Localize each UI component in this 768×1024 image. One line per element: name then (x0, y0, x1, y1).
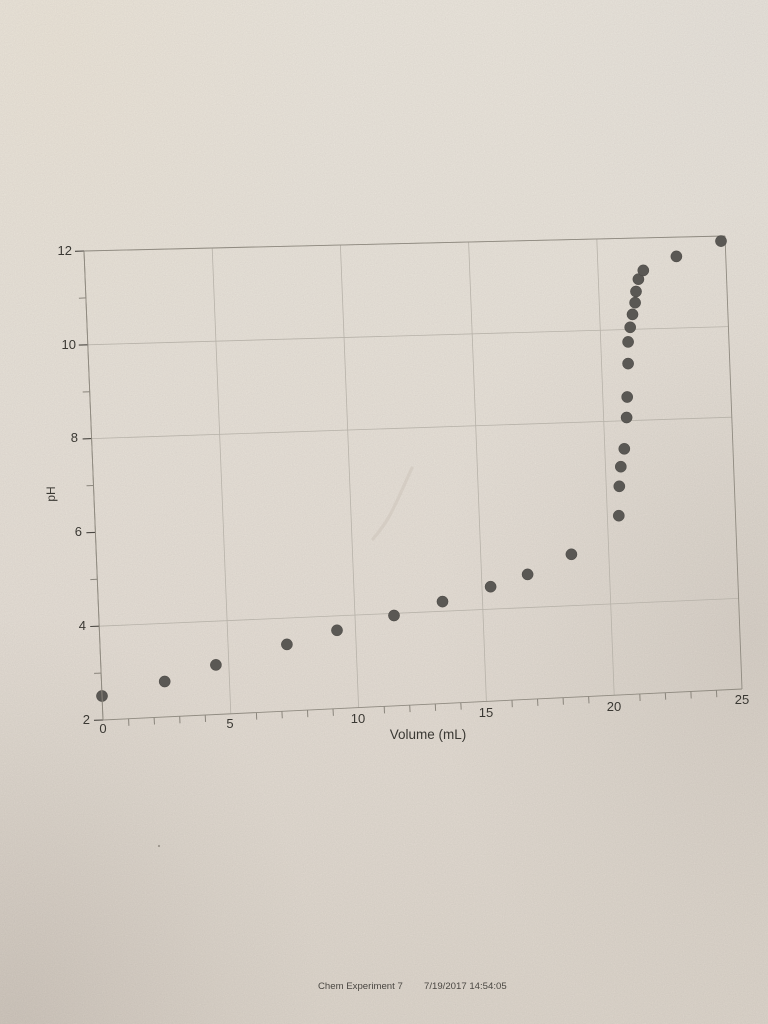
svg-text:25: 25 (735, 692, 749, 707)
svg-text:4: 4 (79, 618, 86, 633)
svg-text:12: 12 (58, 243, 72, 258)
svg-text:pH: pH (44, 486, 58, 501)
svg-text:Volume (mL): Volume (mL) (390, 727, 467, 742)
svg-text:7/19/2017 14:54:05: 7/19/2017 14:54:05 (424, 981, 507, 992)
svg-text:15: 15 (479, 705, 493, 720)
svg-text:6: 6 (75, 524, 82, 539)
svg-text:20: 20 (607, 699, 621, 714)
svg-text:Chem Experiment 7: Chem Experiment 7 (318, 981, 403, 992)
svg-text:10: 10 (62, 337, 76, 352)
svg-text:8: 8 (71, 430, 78, 445)
svg-text:5: 5 (226, 716, 233, 731)
svg-text:2: 2 (83, 712, 90, 727)
svg-text:10: 10 (351, 711, 365, 726)
svg-text:0: 0 (99, 721, 106, 736)
